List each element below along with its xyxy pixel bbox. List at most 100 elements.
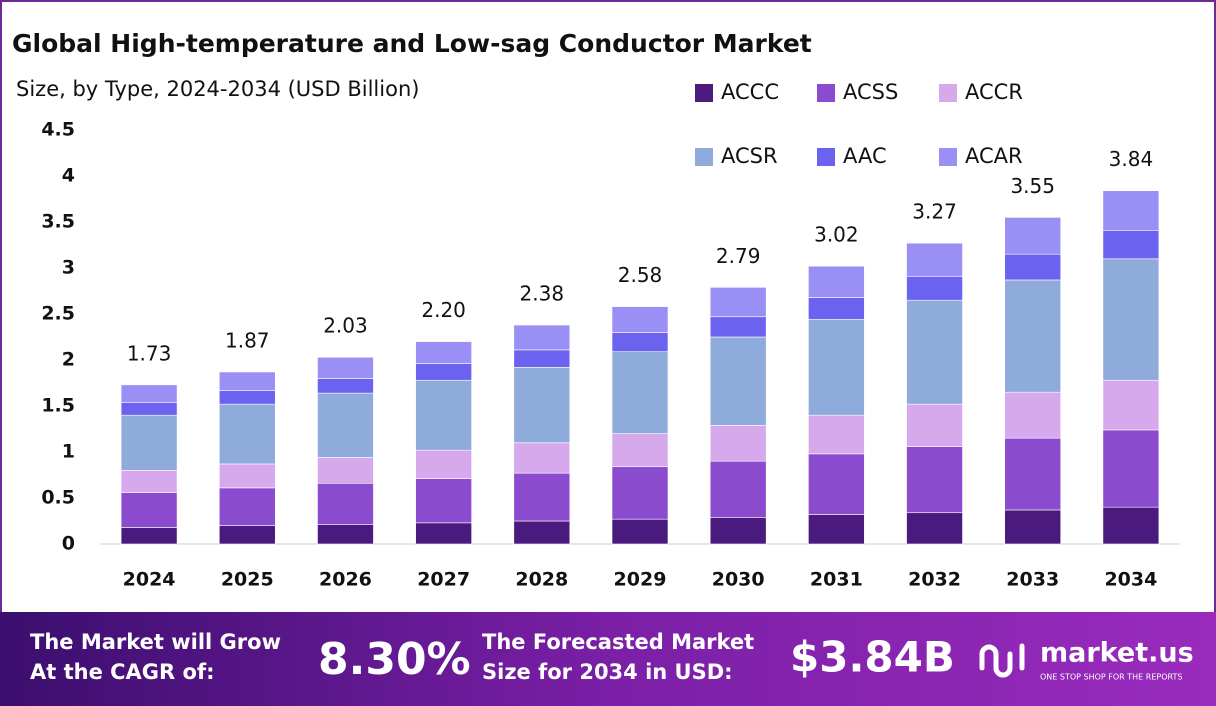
bar-segment [611, 433, 669, 468]
bar-segment [218, 371, 276, 391]
bar-segment [415, 522, 472, 545]
bar-segment [120, 492, 178, 528]
total-label: 1.87 [225, 328, 270, 352]
bar-segment [1102, 229, 1160, 260]
bar-segment [906, 512, 963, 545]
legend-swatch [939, 148, 957, 166]
cagr-text: At the CAGR of: [30, 660, 215, 684]
chart-subtitle: Size, by Type, 2024-2034 (USD Billion) [16, 77, 419, 101]
legend-label: ACAR [965, 144, 1023, 168]
bar-segment [513, 324, 571, 351]
total-label: 2.20 [421, 298, 466, 322]
cagr-value: 8.30% [318, 634, 471, 685]
bar-segment [317, 392, 374, 458]
y-tick-label: 4.5 [41, 119, 75, 141]
bar-segment [120, 527, 178, 545]
x-tick-label: 2024 [123, 569, 176, 591]
total-label: 2.03 [323, 314, 368, 338]
bar-segment [1004, 217, 1062, 255]
y-tick-label: 2 [62, 349, 75, 371]
x-tick-label: 2030 [712, 569, 765, 591]
bar-segment [906, 275, 963, 301]
bar-segment [709, 425, 767, 462]
y-tick-label: 0 [62, 533, 75, 555]
bar-segment [709, 460, 767, 518]
bar-segment [1102, 506, 1160, 545]
forecast-value: $3.84B [790, 633, 955, 682]
x-tick-label: 2026 [319, 569, 372, 591]
bar-segment [120, 384, 178, 403]
x-tick-label: 2032 [908, 569, 961, 591]
bar-segment [808, 319, 865, 416]
bar-segment [120, 414, 178, 471]
y-tick-label: 4 [62, 165, 75, 187]
bar-segment [317, 378, 374, 394]
bar-segment [120, 470, 178, 493]
bar-segment [513, 472, 571, 522]
bar-segment [709, 287, 767, 318]
bar-segment [1102, 258, 1160, 381]
forecast-text: The Forecasted Market [482, 630, 754, 654]
bar-segment [317, 524, 374, 545]
x-tick-label: 2027 [417, 569, 470, 591]
footer-banner [0, 612, 1216, 706]
bar-segment [611, 518, 669, 545]
bar-segment [1004, 253, 1062, 281]
forecast-text: Size for 2034 in USD: [482, 660, 733, 684]
bar-segment [513, 349, 571, 368]
bar-segment [611, 466, 669, 520]
bar-segment [513, 367, 571, 444]
x-tick-label: 2028 [515, 569, 568, 591]
x-tick-label: 2033 [1006, 569, 1059, 591]
total-label: 3.27 [912, 200, 957, 224]
x-tick-label: 2025 [221, 569, 274, 591]
y-tick-label: 3 [62, 257, 75, 279]
x-tick-label: 2029 [614, 569, 667, 591]
bar-segment [906, 299, 963, 405]
bar-segment [808, 297, 865, 320]
bar-segment [906, 403, 963, 447]
bar-segment [218, 525, 276, 545]
legend-swatch [939, 84, 957, 102]
total-label: 2.38 [520, 282, 565, 306]
bar-segment [415, 379, 472, 451]
total-label: 2.79 [716, 244, 761, 268]
bar-segment [906, 446, 963, 514]
bar-segment [317, 356, 374, 379]
total-label: 2.58 [618, 263, 663, 287]
bar-segment [1102, 429, 1160, 508]
legend-swatch [695, 148, 713, 166]
legend-swatch [817, 148, 835, 166]
bar-segment [1102, 190, 1160, 231]
legend-label: ACCR [965, 80, 1023, 104]
bar-segment [709, 517, 767, 545]
bar-segment [218, 403, 276, 465]
legend-label: ACSR [721, 144, 778, 168]
bar-segment [513, 520, 571, 545]
bar-segment [611, 351, 669, 434]
x-tick-label: 2031 [810, 569, 863, 591]
bar-segment [709, 336, 767, 426]
bar-segment [415, 363, 472, 381]
bar-segment [906, 242, 963, 277]
total-label: 1.73 [127, 341, 172, 365]
bar-segment [513, 442, 571, 474]
bar-segment [709, 316, 767, 338]
y-tick-label: 1 [62, 441, 75, 463]
cagr-text: The Market will Grow [30, 630, 281, 654]
bar-segment [611, 332, 669, 353]
bar-segment [120, 402, 178, 416]
bar-segment [1102, 379, 1160, 431]
bar-segment [415, 449, 472, 479]
bar-segment [611, 306, 669, 333]
legend-label: AAC [843, 144, 887, 168]
bar-segment [1004, 391, 1062, 439]
bar-segment [317, 457, 374, 484]
legend-swatch [817, 84, 835, 102]
bar-segment [808, 453, 865, 515]
y-tick-label: 2.5 [41, 303, 75, 325]
bar-segment [1004, 509, 1062, 545]
bar-segment [808, 414, 865, 455]
bar-segment [415, 341, 472, 364]
bar-segment [415, 478, 472, 524]
